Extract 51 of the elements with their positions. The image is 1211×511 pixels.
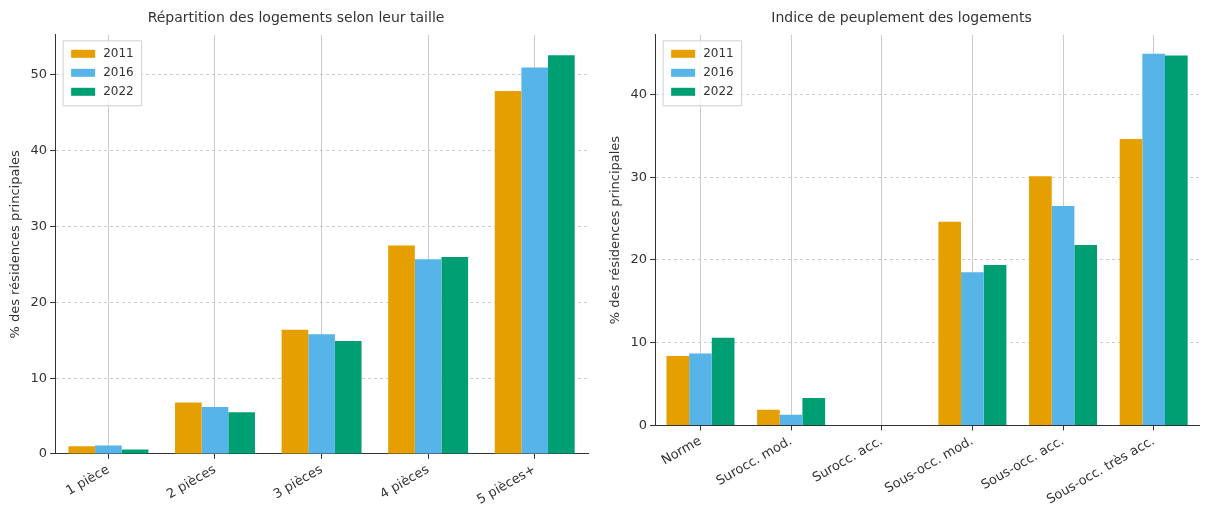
y-tick-label: 20 xyxy=(30,293,48,309)
y-tick-label: 30 xyxy=(630,168,648,184)
y-tick-label: 10 xyxy=(630,334,648,350)
y-tick-label: 40 xyxy=(630,85,648,101)
y-tick-label: 0 xyxy=(38,445,48,461)
bar xyxy=(757,409,780,425)
bar xyxy=(1051,206,1075,425)
bar xyxy=(689,353,712,425)
bar xyxy=(414,259,442,454)
bar xyxy=(961,272,984,425)
y-tick-label: 30 xyxy=(30,217,48,233)
legend-label: 2022 xyxy=(103,83,134,98)
legend-label: 2011 xyxy=(703,45,734,60)
bar xyxy=(521,67,549,454)
y-axis-title: % des résidences principales xyxy=(607,135,623,325)
legend-label: 2016 xyxy=(703,64,734,79)
bar xyxy=(666,355,690,425)
bar xyxy=(334,341,362,454)
bar xyxy=(1029,176,1052,425)
bar xyxy=(938,221,962,425)
bar xyxy=(494,90,522,454)
bar xyxy=(802,398,826,425)
y-tick-label: 10 xyxy=(30,369,48,385)
y-tick-label: 40 xyxy=(30,142,48,158)
legend-label: 2016 xyxy=(103,64,134,79)
bar xyxy=(779,414,803,425)
bar xyxy=(175,402,202,454)
chart-title: Répartition des logements selon leur taille xyxy=(147,9,445,26)
bar xyxy=(95,445,122,454)
bar xyxy=(983,264,1007,425)
bar xyxy=(1165,55,1188,425)
bar xyxy=(1074,245,1098,425)
y-tick-label: 50 xyxy=(30,66,48,82)
bar xyxy=(308,334,335,454)
chart-title: Indice de peuplement des logements xyxy=(771,9,1032,26)
bar xyxy=(1142,53,1166,425)
bar xyxy=(1119,139,1143,425)
legend-label: 2022 xyxy=(703,83,734,98)
y-tick-label: 20 xyxy=(630,251,648,267)
bar xyxy=(201,406,229,454)
bar xyxy=(228,412,255,454)
bar xyxy=(441,256,469,454)
bar xyxy=(388,245,415,454)
y-tick-label: 0 xyxy=(638,416,648,432)
y-axis-title: % des résidences principales xyxy=(7,149,23,339)
legend-label: 2011 xyxy=(103,45,134,60)
bar xyxy=(281,329,309,454)
bar xyxy=(121,449,149,454)
bar xyxy=(548,55,575,454)
bar xyxy=(711,337,735,425)
bar xyxy=(68,446,96,454)
